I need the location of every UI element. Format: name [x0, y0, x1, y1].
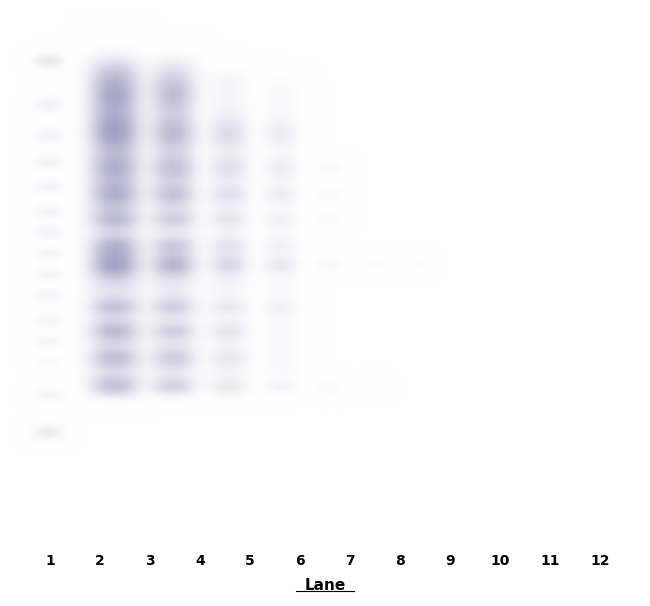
Text: 3: 3 — [145, 554, 155, 568]
Text: 7: 7 — [345, 554, 355, 568]
Text: 1: 1 — [45, 554, 55, 568]
Text: 9: 9 — [445, 554, 455, 568]
Text: 8: 8 — [395, 554, 405, 568]
Text: 4: 4 — [195, 554, 205, 568]
Text: Lane: Lane — [304, 578, 346, 593]
Text: 2: 2 — [95, 554, 105, 568]
Text: 11: 11 — [540, 554, 560, 568]
Text: 5: 5 — [245, 554, 255, 568]
Text: 10: 10 — [490, 554, 510, 568]
Text: 12: 12 — [590, 554, 610, 568]
Text: 6: 6 — [295, 554, 305, 568]
